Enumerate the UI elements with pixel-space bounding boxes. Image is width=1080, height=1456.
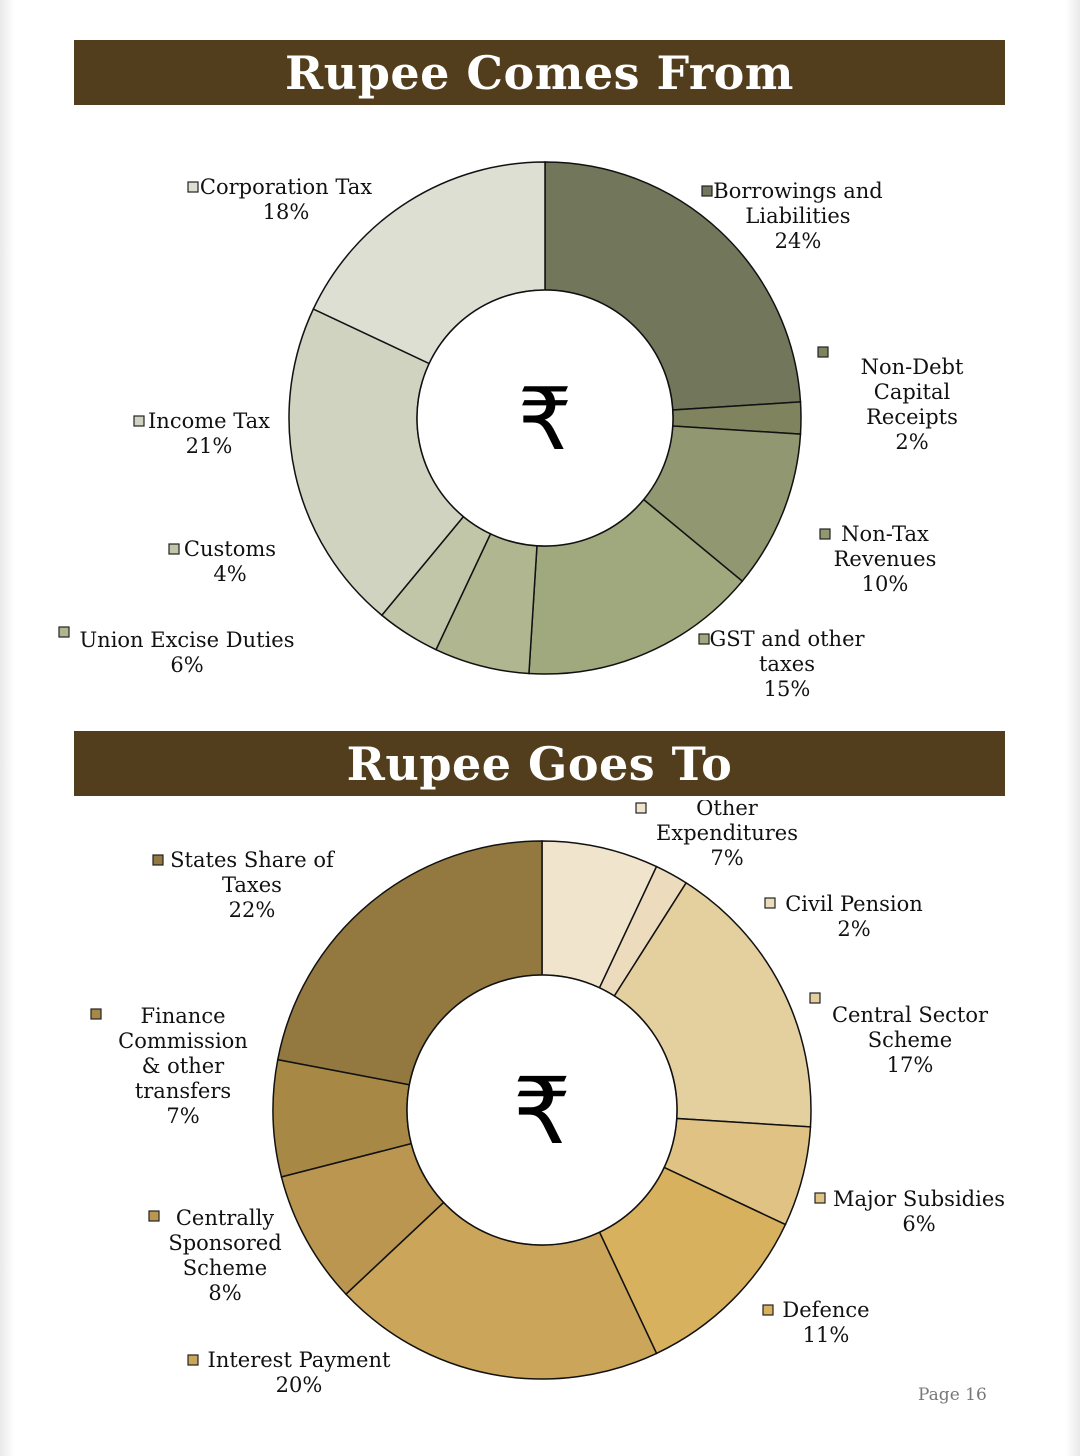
label-interest-payment: Interest Payment [208, 1348, 391, 1372]
value-label-union-excise-duties: 6% [170, 653, 203, 677]
value-label-corporation-tax: 18% [263, 200, 310, 224]
label-customs: Customs [184, 537, 276, 561]
legend-marker-finance-commission-and-other-transfers [90, 1008, 102, 1020]
label-income-tax: Income Tax [148, 409, 270, 433]
label-corporation-tax: Corporation Tax [200, 175, 372, 199]
page-number: Page 16 [918, 1385, 987, 1405]
value-label-income-tax: 21% [186, 434, 233, 458]
label-finance-commission-and-other-transfers: Finance Commission & other transfers [118, 1004, 248, 1103]
value-label-defence: 11% [803, 1323, 850, 1347]
page-edge-shadow-left [0, 0, 14, 1456]
label-union-excise-duties: Union Excise Duties [79, 628, 294, 652]
label-non-tax-revenues: Non-Tax Revenues [834, 522, 937, 571]
label-other-expenditures: Other Expenditures [656, 800, 798, 845]
value-label-finance-commission-and-other-transfers: 7% [166, 1104, 199, 1128]
label-borrowings-and-liabilities: Borrowings and Liabilities [713, 179, 882, 228]
legend-marker-union-excise-duties [58, 626, 70, 638]
page-number-value: 16 [965, 1385, 987, 1405]
value-label-states-share-of-taxes: 22% [229, 898, 276, 922]
donut-hole [406, 974, 678, 1246]
legend-marker-non-tax-revenues [819, 528, 831, 540]
legend-marker-civil-pension [764, 897, 776, 909]
value-label-central-sector-scheme: 17% [887, 1053, 934, 1077]
chart-2-title-banner: Rupee Goes To [74, 731, 1005, 796]
legend-marker-major-subsidies [814, 1192, 826, 1204]
value-label-borrowings-and-liabilities: 24% [775, 229, 822, 253]
label-gst-and-other-taxes: GST and other taxes [709, 627, 865, 676]
legend-marker-customs [168, 543, 180, 555]
chart-1-title: Rupee Comes From [285, 45, 794, 100]
legend-marker-interest-payment [187, 1354, 199, 1366]
label-major-subsidies: Major Subsidies [833, 1187, 1005, 1211]
value-label-interest-payment: 20% [276, 1373, 323, 1397]
legend-marker-states-share-of-taxes [152, 854, 164, 866]
value-label-non-tax-revenues: 10% [862, 572, 909, 596]
chart-1-title-banner: Rupee Comes From [74, 40, 1005, 105]
label-defence: Defence [782, 1298, 869, 1322]
value-label-major-subsidies: 6% [902, 1212, 935, 1236]
page-label: Page [918, 1385, 960, 1405]
label-civil-pension: Civil Pension [785, 892, 923, 916]
legend-marker-centrally-sponsored-scheme [148, 1210, 160, 1222]
label-states-share-of-taxes: States Share of Taxes [170, 848, 336, 897]
legend-marker-borrowings-and-liabilities [701, 185, 713, 197]
rupee-symbol-icon: ₹ [518, 370, 573, 470]
legend-marker-income-tax [133, 415, 145, 427]
donut-hole [416, 289, 674, 547]
legend-marker-corporation-tax [187, 181, 199, 193]
value-label-civil-pension: 2% [837, 917, 870, 941]
value-label-other-expenditures: 7% [710, 846, 743, 870]
value-label-centrally-sponsored-scheme: 8% [208, 1281, 241, 1305]
page-edge-shadow-right [1066, 0, 1080, 1456]
chart-2-title: Rupee Goes To [346, 736, 733, 791]
legend-marker-other-expenditures [635, 802, 647, 814]
label-centrally-sponsored-scheme: Centrally Sponsored Scheme [168, 1206, 281, 1280]
rupee-symbol-icon: ₹ [513, 1058, 572, 1165]
legend-marker-non-debt-capital-receipts [817, 346, 829, 358]
label-non-debt-capital-receipts: Non-Debt Capital Receipts [861, 355, 964, 429]
value-label-gst-and-other-taxes: 15% [764, 677, 811, 701]
legend-marker-defence [762, 1304, 774, 1316]
value-label-customs: 4% [213, 562, 246, 586]
label-central-sector-scheme: Central Sector Scheme [832, 1003, 989, 1052]
legend-marker-central-sector-scheme [809, 992, 821, 1004]
value-label-non-debt-capital-receipts: 2% [895, 430, 928, 454]
legend-marker-gst-and-other-taxes [698, 633, 710, 645]
